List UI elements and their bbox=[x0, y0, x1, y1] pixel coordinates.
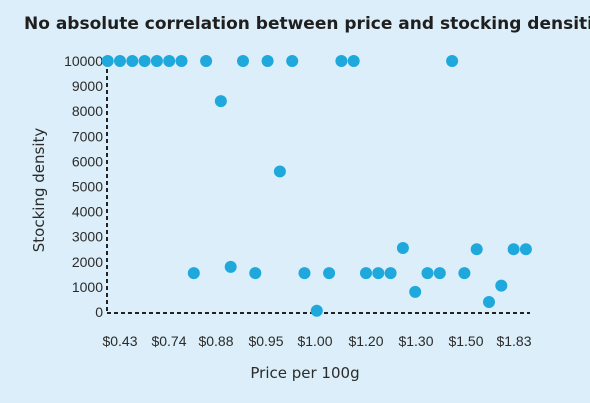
x-axis-ticks: $0.43 $0.74 $0.88 $0.95 $1.00 $1.20 $1.30 $1.50… bbox=[102, 333, 531, 349]
data-point bbox=[175, 55, 188, 67]
x-axis-label: Price per 100g bbox=[250, 364, 359, 382]
data-point bbox=[384, 267, 397, 280]
data-point bbox=[396, 241, 409, 254]
y-tick-label: 7000 bbox=[72, 128, 103, 144]
data-point bbox=[483, 295, 495, 308]
data-point bbox=[360, 267, 372, 280]
data-point bbox=[433, 267, 446, 280]
data-point bbox=[298, 267, 311, 280]
data-point bbox=[310, 304, 323, 317]
data-point bbox=[372, 267, 385, 280]
data-point bbox=[200, 55, 213, 67]
x-tick-label: $0.95 bbox=[248, 333, 283, 349]
data-point bbox=[421, 267, 434, 280]
x-tick-label: $1.83 bbox=[496, 333, 531, 349]
y-axis-ticks: 0 1000 2000 3000 4000 5000 6000 7000 8000 9000 100… bbox=[64, 53, 103, 320]
x-tick-label: $1.30 bbox=[398, 333, 433, 349]
data-point bbox=[101, 55, 114, 67]
data-point bbox=[114, 55, 126, 67]
data-point bbox=[495, 279, 508, 292]
data-point bbox=[347, 55, 360, 67]
data-point bbox=[286, 55, 299, 67]
y-tick-label: 9000 bbox=[72, 78, 103, 94]
data-points bbox=[101, 55, 532, 317]
data-point bbox=[507, 243, 520, 256]
data-point bbox=[446, 55, 459, 67]
x-tick-label: $0.88 bbox=[198, 333, 233, 349]
data-point bbox=[261, 55, 274, 67]
data-point bbox=[323, 267, 336, 280]
data-point bbox=[335, 55, 348, 67]
data-point bbox=[470, 243, 483, 256]
data-point bbox=[187, 267, 200, 280]
y-tick-label: 2000 bbox=[72, 254, 103, 270]
chart-title: No absolute correlation between price an… bbox=[24, 14, 590, 34]
y-tick-label: 10000 bbox=[64, 53, 103, 69]
y-tick-label: 6000 bbox=[72, 153, 103, 169]
y-tick-label: 0 bbox=[95, 304, 103, 320]
x-tick-label: $1.00 bbox=[297, 333, 332, 349]
data-point bbox=[237, 55, 249, 67]
x-tick-label: $0.74 bbox=[151, 333, 186, 349]
data-point bbox=[458, 267, 471, 280]
data-point bbox=[163, 55, 176, 67]
data-point bbox=[273, 165, 286, 178]
y-tick-label: 8000 bbox=[72, 103, 103, 119]
data-point bbox=[409, 285, 422, 298]
data-point bbox=[150, 55, 163, 67]
x-tick-label: $1.50 bbox=[448, 333, 483, 349]
y-tick-label: 1000 bbox=[72, 279, 103, 295]
data-point bbox=[519, 243, 532, 256]
x-tick-label: $0.43 bbox=[102, 333, 137, 349]
data-point bbox=[224, 260, 237, 273]
y-axis-label: Stocking density bbox=[30, 128, 48, 253]
y-tick-label: 5000 bbox=[72, 179, 103, 195]
y-tick-label: 3000 bbox=[72, 229, 103, 245]
data-point bbox=[138, 55, 151, 67]
data-point bbox=[249, 267, 262, 280]
data-point bbox=[214, 95, 227, 108]
data-point bbox=[126, 55, 139, 67]
x-tick-label: $1.20 bbox=[348, 333, 383, 349]
y-tick-label: 4000 bbox=[72, 204, 103, 220]
